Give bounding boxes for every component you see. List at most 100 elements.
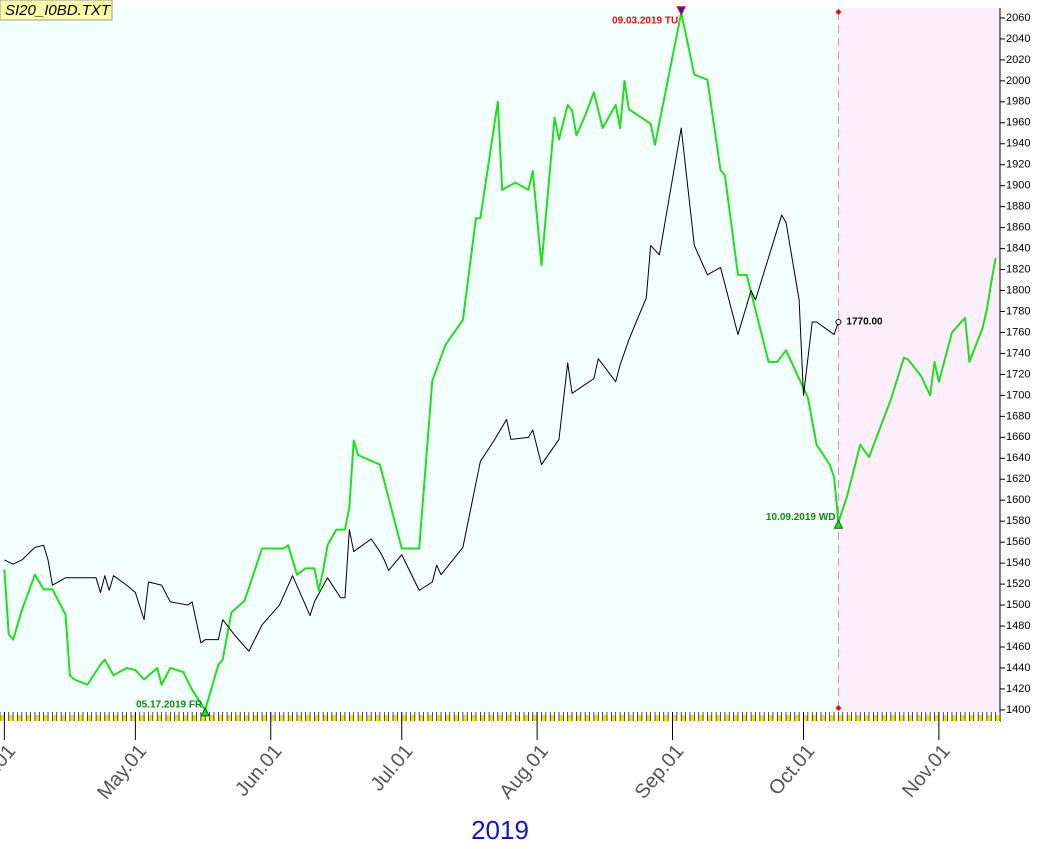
ruler-cell [655,715,660,721]
ruler-cell [165,715,170,721]
ruler-cell [227,715,232,721]
ruler-cell [288,715,293,721]
ruler-cell [934,715,939,721]
ruler-cell [331,715,336,721]
y-tick-label: 1640 [1006,452,1030,464]
ruler-cell [192,715,197,721]
ruler-cell [61,715,66,721]
ruler-cell [855,715,860,721]
ruler-cell [899,715,904,721]
ruler-cell [218,715,223,721]
ruler-cell [8,715,13,721]
ruler-cell [541,715,546,721]
y-tick-label: 1400 [1006,704,1030,716]
ruler-cell [716,715,721,721]
y-tick-label: 1840 [1006,243,1030,255]
series-line [3,11,997,711]
ruler-cell [174,715,179,721]
ruler-cell [69,715,74,721]
ruler-cell [532,715,537,721]
y-tick-label: 1480 [1006,620,1030,632]
ruler-cell [672,715,677,721]
series-line [4,127,839,652]
ruler-cell [698,715,703,721]
ruler-cell [951,715,956,721]
ruler-cell [393,715,398,721]
ruler-cell [751,715,756,721]
ruler-cell [890,715,895,721]
ruler-cell [157,715,162,721]
ruler-cell [838,715,843,721]
ruler-cell [628,715,633,721]
ruler-cell [759,715,764,721]
annotation-label: 10.09.2019 WD [766,512,836,523]
y-tick-label: 2020 [1006,54,1030,66]
ruler-cell [995,715,1000,721]
ruler-cell [558,715,563,721]
annotation-label: 05.17.2019 FR [136,700,203,711]
y-tick-label: 1620 [1006,473,1030,485]
ruler-cell [358,715,363,721]
y-tick-label: 2060 [1006,12,1030,24]
ruler-cell [200,715,205,721]
highlight-region [838,8,1000,712]
ruler-cell [550,715,555,721]
y-tick-label: 2040 [1006,33,1030,45]
ruler-cell [462,715,467,721]
y-tick-label: 1680 [1006,410,1030,422]
ruler-cell [986,715,991,721]
ruler-cell [410,715,415,721]
ruler-cell [445,715,450,721]
y-tick-label: 1880 [1006,201,1030,213]
y-tick-label: 1820 [1006,263,1030,275]
y-tick-label: 1800 [1006,284,1030,296]
annotation-marker [676,6,687,16]
annotation-marker [200,706,211,717]
ruler-cell [777,715,782,721]
ruler-cell [323,715,328,721]
y-tick-label: 1420 [1006,683,1030,695]
ruler-cell [908,715,913,721]
ruler-cell [480,715,485,721]
y-tick-label: 1720 [1006,368,1030,380]
y-tick-label: 1920 [1006,159,1030,171]
ruler-cell [244,715,249,721]
ruler-cell [314,715,319,721]
ruler-cell [637,715,642,721]
annotation-marker [833,519,844,529]
ruler-cell [724,715,729,721]
ruler-cell [593,715,598,721]
y-tick-label: 1660 [1006,431,1030,443]
y-tick-label: 1900 [1006,180,1030,192]
ruler-cell [733,715,738,721]
ruler-cell [820,715,825,721]
ruler-cell [87,715,92,721]
ruler-cell [524,715,529,721]
ruler-cell [506,715,511,721]
ruler-cell [786,715,791,721]
ruler-cell [183,715,188,721]
ruler-cell [34,715,39,721]
ruler-cell [768,715,773,721]
ruler-cell [96,715,101,721]
ruler-cell [122,715,127,721]
y-tick-label: 1760 [1006,326,1030,338]
ruler-cell [812,715,817,721]
highlight-diamond [835,9,842,15]
ruler-cell [384,715,389,721]
y-tick-label: 1700 [1006,389,1030,401]
y-tick-label: 1780 [1006,305,1030,317]
ruler-cell [262,715,267,721]
ruler-cell [375,715,380,721]
ruler-cell [969,715,974,721]
ruler-cell [366,715,371,721]
ruler-cell [305,715,310,721]
ruler-cell [960,715,965,721]
y-tick-label: 1560 [1006,536,1030,548]
ruler-cell [847,715,852,721]
ruler-cell [436,715,441,721]
annotation-label: 09.03.2019 TU [612,15,678,26]
ruler-cell [52,715,57,721]
ruler-cell [104,715,109,721]
ruler-cell [978,715,983,721]
